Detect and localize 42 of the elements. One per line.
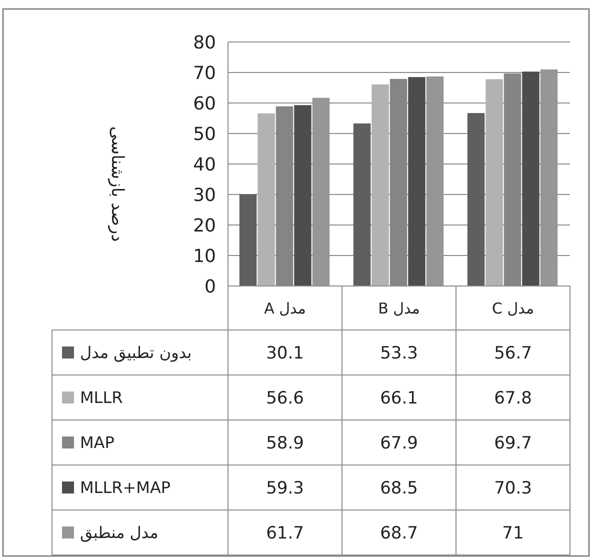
x-tick-label: مدل A — [264, 299, 306, 318]
x-tick-label: مدل B — [378, 299, 420, 318]
y-tick-label: 10 — [193, 246, 216, 267]
bar — [239, 194, 257, 286]
data-label: 61.7 — [266, 523, 304, 544]
data-label: 67.9 — [380, 433, 418, 454]
y-tick-label: 30 — [193, 184, 216, 206]
bar — [522, 72, 540, 286]
data-label: 69.7 — [494, 433, 532, 454]
bar — [372, 84, 389, 286]
data-label: 68.7 — [380, 523, 418, 544]
y-tick-label: 20 — [193, 215, 216, 236]
legend-label: MAP — [80, 433, 115, 452]
y-tick-label: 80 — [193, 32, 216, 54]
y-tick-label: 40 — [193, 154, 216, 176]
legend-label: بدون تطبیق مدل — [80, 343, 192, 362]
legend-label: مدل منطبق — [80, 523, 158, 542]
y-axis-title: درصد بازشناسی — [107, 126, 127, 242]
y-tick-label: 0 — [204, 276, 216, 298]
data-label: 67.8 — [494, 388, 532, 408]
data-label: 56.6 — [266, 388, 304, 408]
data-label: 53.3 — [380, 343, 418, 364]
bar — [486, 79, 503, 286]
y-tick-label: 70 — [193, 62, 216, 84]
y-tick-label: 50 — [193, 124, 216, 145]
bar — [467, 113, 485, 286]
bar — [258, 113, 275, 286]
data-label: 59.3 — [266, 478, 304, 498]
data-label: 30.1 — [266, 343, 304, 364]
data-label: 58.9 — [266, 433, 304, 454]
legend-label: MLLR — [80, 388, 123, 408]
legend-label: MLLR+MAP — [80, 478, 171, 498]
data-label: 70.3 — [494, 478, 532, 498]
data-label: 66.1 — [380, 388, 418, 408]
bar — [408, 77, 426, 286]
bar — [353, 123, 371, 286]
data-label: 56.7 — [494, 343, 532, 364]
data-label: 68.5 — [380, 478, 418, 498]
bar — [294, 105, 312, 286]
x-tick-label: مدل C — [492, 299, 534, 318]
y-tick-label: 60 — [193, 93, 216, 114]
data-label: 71 — [502, 523, 524, 544]
